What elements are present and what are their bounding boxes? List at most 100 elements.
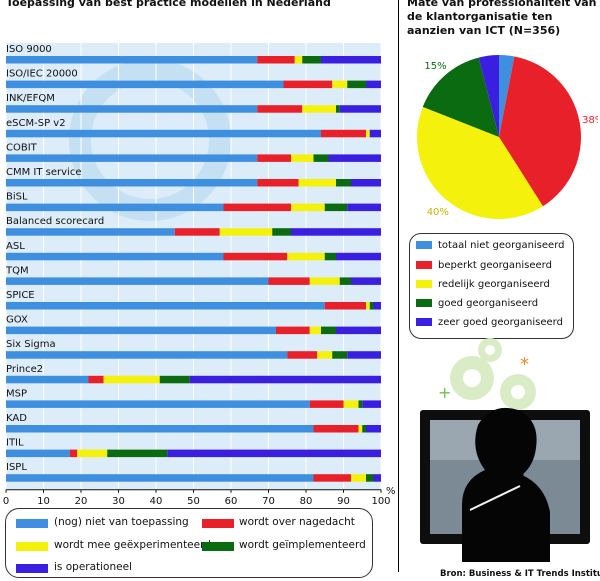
bar-segment [291, 154, 314, 162]
x-tick-label: 80 [300, 496, 313, 505]
bar-segment [159, 375, 190, 384]
pie-slice [499, 56, 581, 207]
pie-legend-label-0: totaal niet georganiseerd [438, 240, 565, 251]
bar-segment [336, 326, 381, 335]
x-tick-label: 20 [75, 496, 88, 505]
bar-segment [324, 302, 366, 310]
pie-legend: totaal niet georganiseerd beperkt georga… [409, 233, 574, 339]
category-label: Prince2 [6, 364, 43, 375]
bar-segment [336, 105, 340, 113]
bar-segment [6, 228, 175, 236]
bar-segment [321, 129, 366, 138]
pie-legend-label-3: goed georganiseerd [438, 298, 539, 309]
bar-segment [366, 474, 374, 482]
bar-segment [339, 277, 351, 285]
legend-label-geimplementeerd: wordt geïmplementeerd [239, 539, 366, 551]
x-tick-label: 100 [371, 496, 390, 505]
bar-segment [167, 449, 381, 458]
person-silhouette [462, 407, 550, 562]
category-label: MSP [6, 388, 27, 399]
bar-segment [309, 400, 344, 408]
category-label: ISO 9000 [6, 44, 52, 55]
plus-icon: + [438, 383, 451, 402]
pie-legend-item-2: redelijk georganiseerd [416, 279, 550, 290]
asterisk-icon: * [520, 354, 529, 375]
bar-segment [369, 129, 381, 138]
x-tick-label: 40 [150, 496, 163, 505]
pie-legend-label-1: beperkt georganiseerd [438, 260, 552, 271]
bar-segment [223, 252, 288, 261]
stacked-bar-chart: ISO 9000 ISO/IEC 20000 INK/EFQM eSCM-SP v2 C… [3, 43, 396, 505]
x-tick-label: 30 [112, 496, 125, 505]
legend-label-experiment: wordt mee geëxperimenteerd [54, 539, 211, 551]
bar-segment [362, 425, 366, 433]
x-tick-label: 60 [225, 496, 238, 505]
x-tick-label: 50 [187, 496, 200, 505]
legend-label-nagedacht: wordt over nagedacht [239, 516, 355, 528]
bar-segment [6, 252, 224, 261]
bar-segment [276, 326, 310, 335]
bar-segment [291, 203, 325, 212]
category-label: ITIL [6, 438, 24, 449]
bar-segment [298, 179, 336, 187]
pie-legend-label-4: zeer goed georganiseerd [438, 317, 563, 328]
pie-chart: 3%38%40%15%4% [417, 55, 598, 219]
bar-segment [174, 228, 220, 236]
legend-swatch-operationeel [16, 564, 48, 573]
pie-legend-item-0: totaal niet georganiseerd [416, 240, 564, 251]
bar-segment [287, 252, 325, 261]
bar-segment [336, 179, 351, 187]
bar-segment [103, 375, 160, 384]
x-unit-label: % [386, 486, 396, 497]
bar-segment [272, 228, 291, 236]
bar-segment [291, 228, 381, 236]
bar-segment [268, 277, 310, 285]
bar-segment [6, 80, 284, 89]
category-label: Six Sigma [6, 339, 56, 350]
bar-segment [257, 56, 295, 64]
bar-segment [6, 474, 314, 482]
legend-swatch-niet [16, 519, 48, 528]
bar-segment [257, 154, 291, 162]
bar-segment [69, 449, 78, 458]
bar-segment [321, 326, 336, 335]
legend-swatch-experiment [16, 542, 48, 551]
bar-segment [6, 302, 325, 310]
bar-segment [6, 129, 321, 138]
bar-segment [189, 375, 381, 384]
bar-segment [369, 302, 374, 310]
bar-segment [287, 351, 318, 359]
bar-segment [347, 203, 381, 212]
bar-segment [351, 474, 366, 482]
x-tick-label: 0 [3, 496, 9, 505]
bar-segment [223, 203, 291, 212]
bar-segment [6, 375, 89, 384]
bar-segment [324, 203, 348, 212]
bar-segment [317, 351, 333, 359]
source-credit: Bron: Business & IT Trends Institute [440, 569, 600, 579]
bar-segment [6, 56, 258, 64]
pie-slice [478, 55, 499, 137]
bar-segment [332, 80, 348, 89]
bar-segment [313, 154, 329, 162]
category-label: INK/EFQM [6, 93, 55, 104]
bar-segment [283, 80, 333, 89]
bar-segment [77, 449, 108, 458]
bar-segment [6, 425, 314, 433]
divider [398, 0, 399, 572]
bar-legend: (nog) niet van toepassing wordt over nag… [5, 508, 373, 578]
x-tick-label: 10 [37, 496, 50, 505]
pie-legend-swatch-0 [416, 241, 432, 249]
illustration-person-at-screen: + * [420, 338, 590, 562]
pie-legend-item-1: beperkt georganiseerd [416, 260, 552, 271]
bar-segment [257, 179, 299, 187]
bar-segment [302, 56, 321, 64]
bar-segment [294, 56, 303, 64]
pie-slice [422, 57, 499, 137]
bar-segment [351, 277, 381, 285]
pie-legend-label-2: redelijk georganiseerd [438, 279, 550, 290]
bar-segment [343, 400, 359, 408]
right-chart-title: Mate van professionaliteit van de klanto… [407, 0, 597, 37]
category-label: KAD [6, 413, 27, 424]
bar-segment [219, 228, 273, 236]
